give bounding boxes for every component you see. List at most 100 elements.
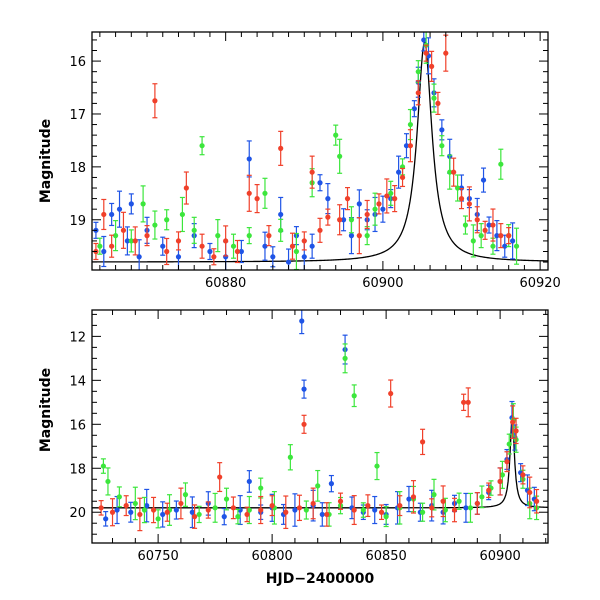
top-red-point bbox=[144, 225, 150, 247]
top-red-point bbox=[266, 225, 272, 247]
top-red-point bbox=[183, 171, 189, 205]
bottom-green-point bbox=[271, 491, 277, 525]
bottom-green-point bbox=[287, 444, 293, 471]
top-red-point bbox=[392, 185, 398, 213]
top-red-point bbox=[246, 174, 252, 212]
top-red-point bbox=[289, 232, 296, 260]
top-blue-point bbox=[124, 226, 130, 256]
bottom-blue-point bbox=[173, 500, 179, 520]
top-red-point bbox=[234, 239, 241, 264]
top-red-point bbox=[344, 187, 351, 211]
top-green-point bbox=[470, 224, 476, 258]
bottom-blue-point bbox=[299, 310, 305, 335]
top-blue-point bbox=[380, 195, 386, 223]
bottom-green-point bbox=[467, 492, 474, 523]
bottom-green-point bbox=[315, 469, 321, 502]
bottom-ytick-label: 14 bbox=[69, 374, 86, 389]
top-red-point bbox=[384, 178, 390, 214]
bottom-blue-point bbox=[328, 474, 334, 493]
bottom-red-point bbox=[461, 393, 467, 412]
top-red-point bbox=[399, 167, 406, 188]
bottom-green-point bbox=[479, 485, 485, 509]
bottom-blue-point bbox=[160, 501, 166, 528]
bottom-red-point bbox=[324, 502, 330, 527]
top-green-point bbox=[97, 237, 103, 255]
top-red-point bbox=[451, 157, 457, 187]
bottom-red-point bbox=[150, 496, 157, 524]
bottom-xtick-label: 60750 bbox=[137, 549, 178, 564]
top-points-layer bbox=[93, 32, 520, 270]
top-red-point bbox=[175, 231, 182, 251]
bottom-red-point bbox=[497, 467, 503, 496]
bottom-ytick-label: 20 bbox=[69, 506, 86, 521]
bottom-red-point bbox=[296, 494, 303, 522]
bottom-green-point bbox=[223, 487, 230, 511]
top-red-point bbox=[164, 237, 170, 266]
top-red-point bbox=[506, 227, 512, 245]
bottom-panel: 60750 60800 60850 60900 12 14 16 18 20 Magnitude… bbox=[38, 309, 549, 587]
top-blue-point bbox=[136, 239, 142, 270]
bottom-blue-point bbox=[406, 485, 412, 513]
bottom-green-point bbox=[116, 486, 122, 508]
bottom-red-point bbox=[504, 451, 510, 473]
top-green-point bbox=[246, 227, 252, 245]
top-green-point bbox=[140, 185, 146, 223]
top-red-point bbox=[132, 226, 138, 256]
top-blue-point bbox=[262, 231, 268, 261]
top-green-point bbox=[462, 215, 469, 235]
top-ytick-label: 18 bbox=[69, 161, 86, 176]
bottom-green-point bbox=[132, 486, 138, 521]
bottom-green-point bbox=[100, 458, 106, 474]
top-green-point bbox=[191, 216, 197, 244]
bottom-green-point bbox=[499, 460, 505, 489]
bottom-ylabel: Magnitude bbox=[38, 368, 54, 452]
bottom-ytick-label: 16 bbox=[69, 418, 86, 433]
top-red-point bbox=[415, 80, 421, 106]
top-red-point bbox=[482, 220, 488, 240]
bottom-red-point bbox=[192, 504, 198, 529]
top-green-point bbox=[333, 124, 339, 146]
top-red-point bbox=[498, 223, 504, 249]
top-red-point bbox=[301, 231, 307, 251]
top-red-point bbox=[337, 204, 343, 236]
bottom-red-point bbox=[269, 495, 275, 517]
top-green-point bbox=[152, 210, 158, 240]
bottom-green-point bbox=[212, 492, 218, 523]
top-red-point bbox=[309, 155, 315, 189]
bottom-green-point bbox=[456, 492, 462, 510]
top-red-point bbox=[474, 206, 480, 234]
top-green-point bbox=[262, 177, 268, 209]
bottom-red-point bbox=[474, 492, 480, 515]
top-red-point bbox=[120, 211, 127, 249]
bottom-red-point bbox=[178, 487, 184, 520]
top-blue-point bbox=[510, 222, 516, 260]
top-blue-point bbox=[128, 193, 134, 215]
top-green-point bbox=[498, 148, 504, 180]
top-blue-point bbox=[270, 246, 276, 268]
top-blue-point bbox=[502, 234, 508, 258]
top-blue-point bbox=[116, 190, 123, 228]
top-green-point bbox=[431, 83, 437, 113]
bottom-model-layer bbox=[92, 419, 548, 509]
top-green-point bbox=[164, 209, 170, 231]
top-blue-point bbox=[238, 239, 244, 264]
top-red-point bbox=[152, 83, 158, 119]
bottom-points-layer bbox=[98, 310, 540, 532]
top-xtick-label: 60880 bbox=[205, 276, 246, 291]
bottom-red-point bbox=[310, 487, 316, 520]
bottom-blue-point bbox=[237, 495, 243, 526]
top-blue-point bbox=[396, 155, 402, 189]
bottom-blue-point bbox=[128, 501, 134, 523]
bottom-red-point bbox=[527, 476, 533, 509]
bottom-xlabel: HJD−2400000 bbox=[266, 571, 375, 587]
top-red-point bbox=[101, 198, 107, 231]
bottom-red-point bbox=[244, 506, 250, 523]
bottom-green-point bbox=[246, 495, 252, 525]
top-red-point bbox=[429, 50, 435, 82]
top-red-point bbox=[325, 208, 331, 226]
bottom-red-point bbox=[365, 494, 371, 518]
top-model-curve bbox=[92, 41, 548, 263]
top-red-point bbox=[443, 34, 449, 72]
bottom-red-point bbox=[258, 495, 264, 525]
bottom-green-point bbox=[342, 343, 348, 374]
